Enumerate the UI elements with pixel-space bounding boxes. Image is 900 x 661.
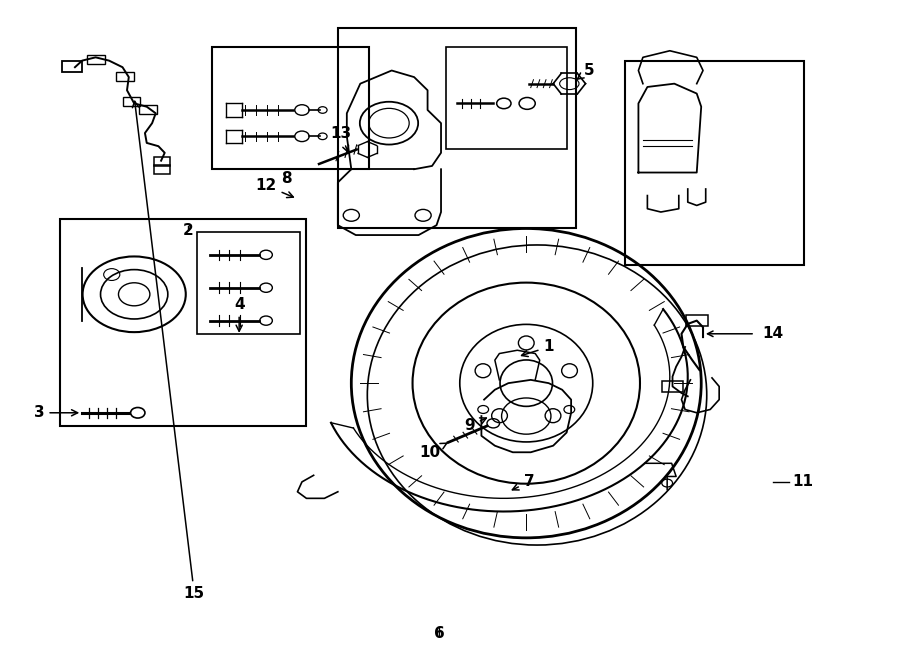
Bar [212, 48, 369, 169]
Text: 14: 14 [762, 327, 783, 341]
Text: 3: 3 [34, 405, 77, 420]
Bar [154, 157, 170, 166]
Bar [59, 219, 306, 426]
Text: 15: 15 [132, 101, 205, 602]
Bar [446, 48, 567, 149]
Text: 12: 12 [256, 178, 293, 198]
Text: 5: 5 [578, 63, 594, 79]
Bar [62, 61, 82, 72]
Text: 11: 11 [793, 475, 814, 489]
Text: 6: 6 [434, 626, 445, 641]
Text: 4: 4 [234, 297, 245, 331]
Bar [154, 165, 170, 174]
Bar [197, 232, 301, 334]
Bar [116, 72, 134, 81]
Bar [122, 97, 140, 106]
Bar [86, 55, 104, 64]
Text: 2: 2 [183, 223, 194, 238]
Bar [662, 381, 683, 392]
Text: 9: 9 [464, 418, 486, 434]
Text: 10: 10 [419, 443, 446, 460]
Text: 1: 1 [522, 340, 554, 356]
Text: 8: 8 [282, 171, 292, 186]
Bar [686, 315, 707, 326]
Bar [338, 28, 576, 229]
Text: 7: 7 [512, 475, 535, 490]
Text: 13: 13 [330, 126, 351, 152]
Bar [139, 104, 157, 114]
Bar [625, 61, 805, 264]
